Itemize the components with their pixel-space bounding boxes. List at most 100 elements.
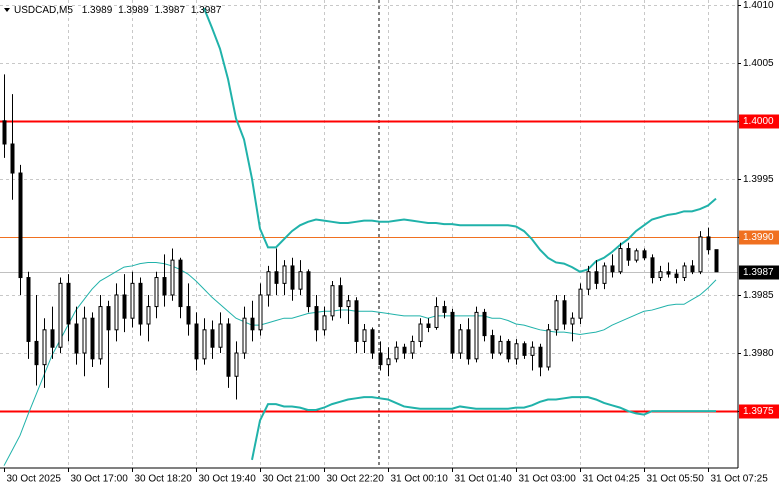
y-tick-label: 1.3995 <box>743 174 774 185</box>
candle-body <box>522 343 527 356</box>
price-label: 1.3990 <box>743 232 774 243</box>
candle-body <box>330 285 335 317</box>
candle-body <box>450 311 455 354</box>
candle-body <box>114 294 119 331</box>
candle-body <box>58 282 63 348</box>
candle-body <box>314 306 319 331</box>
x-tick-label: 31 Oct 01:40 <box>455 474 513 485</box>
candle-body <box>18 172 23 279</box>
candle-body <box>650 257 655 279</box>
candles <box>2 74 719 400</box>
candle-body <box>362 329 367 342</box>
y-tick-label: 1.3980 <box>743 348 774 359</box>
x-tick-label: 30 Oct 19:40 <box>199 474 257 485</box>
candle-body <box>146 306 151 325</box>
candle-body <box>258 294 263 331</box>
candle-body <box>154 277 159 308</box>
candle-body <box>2 120 7 145</box>
candle-body <box>194 323 199 360</box>
high: 1.3989 <box>118 5 149 16</box>
candle-body <box>106 306 111 331</box>
x-tick-label: 30 Oct 22:20 <box>327 474 385 485</box>
candle-body <box>570 317 575 325</box>
menu-triangle[interactable] <box>4 8 10 12</box>
candle-body <box>42 329 47 366</box>
candle-body <box>226 323 231 377</box>
candle-body <box>250 317 255 331</box>
candle-body <box>202 329 207 360</box>
levels <box>0 120 738 413</box>
candle-body <box>162 277 167 296</box>
candle-body <box>306 271 311 308</box>
close: 1.3987 <box>191 5 222 16</box>
x-tick-label: 30 Oct 21:00 <box>263 474 321 485</box>
candle-body <box>554 300 559 331</box>
candle-body <box>546 329 551 368</box>
candle-body <box>514 343 519 360</box>
candle-body <box>234 352 239 377</box>
candle-body <box>210 329 215 348</box>
candle-body <box>442 306 447 313</box>
candle-body <box>322 315 327 331</box>
candle-body <box>506 340 511 360</box>
candle-body <box>402 346 407 354</box>
axes: 1.4010 1.4005 1.4000 1.3995 1.3990 1.3985 1.39… <box>4 0 779 485</box>
candle-body <box>578 288 583 319</box>
candle-body <box>66 282 71 325</box>
candle-body <box>218 323 223 348</box>
candle-body <box>394 346 399 360</box>
candle-body <box>282 265 287 284</box>
candle-body <box>674 273 679 279</box>
candle-body <box>498 340 503 354</box>
header: USDCAD,M5 1.3989 1.3989 1.3987 1.3987 <box>14 5 222 16</box>
candle-body <box>274 271 279 284</box>
price-label-box <box>739 404 779 419</box>
price-label: 1.3987 <box>743 267 774 278</box>
candle-body <box>682 265 687 279</box>
candle-body <box>634 250 639 261</box>
candle-body <box>714 249 719 273</box>
y-tick-label: 1.4010 <box>743 0 774 11</box>
candle-body <box>474 311 479 360</box>
open: 1.3989 <box>82 5 113 16</box>
candle-body <box>562 300 567 325</box>
candle-body <box>338 285 343 308</box>
x-tick-label: 31 Oct 00:10 <box>391 474 449 485</box>
candle-body <box>82 317 87 354</box>
candle-body <box>666 271 671 275</box>
candle-body <box>370 329 375 354</box>
candle-body <box>90 317 95 360</box>
candle-body <box>98 306 103 360</box>
candle-body <box>698 236 703 273</box>
low: 1.3987 <box>154 5 185 16</box>
candle-body <box>626 248 631 261</box>
band-upper <box>203 7 717 273</box>
price-label-box <box>739 230 779 245</box>
price-label: 1.4000 <box>743 116 774 127</box>
x-tick-label: 31 Oct 04:25 <box>583 474 641 485</box>
candle-body <box>186 306 191 325</box>
x-tick-label: 31 Oct 05:50 <box>647 474 705 485</box>
candle-body <box>170 259 175 296</box>
y-tick-label: 1.4005 <box>743 58 774 69</box>
price-label-box <box>739 114 779 129</box>
candle-body <box>426 323 431 328</box>
candle-body <box>602 265 607 284</box>
candle-body <box>242 317 247 354</box>
y-tick-label: 1.3985 <box>743 290 774 301</box>
x-tick-label: 30 Oct 17:00 <box>71 474 129 485</box>
candle-body <box>10 143 15 174</box>
candle-body <box>594 271 599 284</box>
price-label-box <box>739 265 779 280</box>
candle-body <box>458 329 463 354</box>
candle-body <box>130 282 135 319</box>
candle-body <box>690 265 695 273</box>
candle-body <box>658 271 663 279</box>
candle-body <box>122 294 127 319</box>
x-tick-label: 30 Oct 18:20 <box>135 474 193 485</box>
candle-body <box>298 271 303 290</box>
symbol: USDCAD,M5 <box>14 5 73 16</box>
bands <box>3 7 717 466</box>
